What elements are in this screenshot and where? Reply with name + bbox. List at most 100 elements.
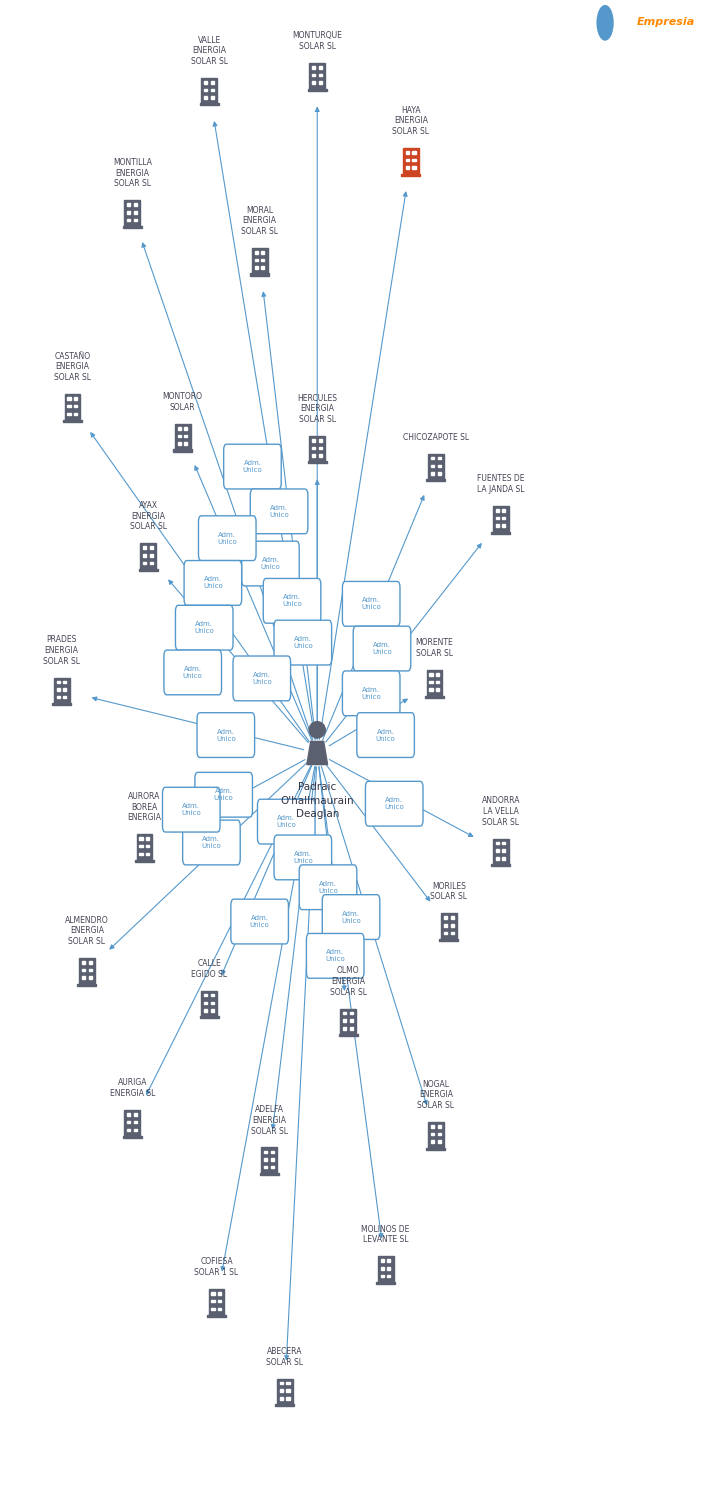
FancyBboxPatch shape — [493, 839, 509, 864]
FancyBboxPatch shape — [242, 542, 299, 586]
FancyBboxPatch shape — [202, 992, 217, 1017]
Text: Adm.
Unico: Adm. Unico — [282, 594, 302, 608]
FancyBboxPatch shape — [491, 864, 510, 865]
FancyBboxPatch shape — [502, 842, 505, 844]
FancyBboxPatch shape — [286, 1382, 290, 1384]
FancyBboxPatch shape — [342, 582, 400, 626]
FancyBboxPatch shape — [211, 96, 214, 99]
FancyBboxPatch shape — [431, 1125, 434, 1128]
FancyBboxPatch shape — [199, 516, 256, 561]
FancyBboxPatch shape — [430, 681, 432, 684]
FancyBboxPatch shape — [502, 509, 505, 512]
FancyBboxPatch shape — [259, 1173, 279, 1174]
Text: AYAX
ENERGIA
SOLAR SL: AYAX ENERGIA SOLAR SL — [130, 501, 167, 531]
Text: CASTAÑO
ENERGIA
SOLAR SL: CASTAÑO ENERGIA SOLAR SL — [54, 351, 91, 382]
FancyBboxPatch shape — [412, 152, 416, 153]
FancyBboxPatch shape — [205, 96, 207, 99]
FancyBboxPatch shape — [431, 465, 434, 466]
FancyBboxPatch shape — [430, 674, 432, 675]
FancyBboxPatch shape — [312, 81, 315, 84]
Text: MORENTE
SOLAR SL: MORENTE SOLAR SL — [416, 639, 454, 658]
FancyBboxPatch shape — [143, 546, 146, 549]
FancyBboxPatch shape — [496, 856, 499, 859]
Text: MONTURQUE
SOLAR SL: MONTURQUE SOLAR SL — [292, 32, 342, 51]
Text: Adm.
Unico: Adm. Unico — [252, 672, 272, 686]
FancyBboxPatch shape — [195, 772, 253, 818]
FancyBboxPatch shape — [306, 933, 364, 978]
FancyBboxPatch shape — [427, 480, 446, 482]
FancyBboxPatch shape — [387, 1275, 390, 1278]
FancyBboxPatch shape — [264, 579, 321, 622]
FancyBboxPatch shape — [82, 976, 85, 980]
FancyBboxPatch shape — [431, 472, 434, 474]
FancyBboxPatch shape — [401, 174, 420, 176]
FancyBboxPatch shape — [496, 525, 499, 526]
FancyBboxPatch shape — [82, 969, 85, 972]
FancyBboxPatch shape — [312, 440, 315, 441]
FancyBboxPatch shape — [440, 939, 459, 940]
FancyBboxPatch shape — [436, 674, 439, 675]
FancyBboxPatch shape — [79, 958, 95, 984]
Text: MONTILLA
ENERGIA
SOLAR SL: MONTILLA ENERGIA SOLAR SL — [113, 158, 151, 189]
FancyBboxPatch shape — [431, 458, 434, 459]
FancyBboxPatch shape — [183, 821, 240, 866]
FancyBboxPatch shape — [387, 1268, 390, 1269]
FancyBboxPatch shape — [412, 166, 416, 170]
FancyBboxPatch shape — [233, 656, 290, 700]
FancyBboxPatch shape — [280, 1396, 283, 1400]
FancyBboxPatch shape — [184, 442, 187, 446]
FancyBboxPatch shape — [173, 450, 192, 452]
FancyBboxPatch shape — [74, 405, 77, 408]
FancyBboxPatch shape — [405, 159, 409, 162]
FancyBboxPatch shape — [349, 1020, 353, 1022]
FancyBboxPatch shape — [150, 554, 153, 556]
FancyBboxPatch shape — [178, 442, 181, 446]
Text: PRADES
ENERGIA
SOLAR SL: PRADES ENERGIA SOLAR SL — [43, 634, 80, 666]
FancyBboxPatch shape — [255, 258, 258, 261]
FancyBboxPatch shape — [264, 1150, 267, 1154]
FancyBboxPatch shape — [312, 447, 315, 448]
FancyBboxPatch shape — [438, 458, 440, 459]
FancyBboxPatch shape — [261, 251, 264, 254]
FancyBboxPatch shape — [140, 844, 143, 847]
FancyBboxPatch shape — [319, 440, 322, 441]
FancyBboxPatch shape — [496, 849, 499, 852]
FancyBboxPatch shape — [349, 1013, 353, 1014]
Text: Adm.
Unico: Adm. Unico — [218, 531, 237, 544]
FancyBboxPatch shape — [280, 1389, 283, 1392]
FancyBboxPatch shape — [137, 834, 152, 860]
Text: MORILES
SOLAR SL: MORILES SOLAR SL — [430, 882, 467, 902]
FancyBboxPatch shape — [319, 454, 322, 458]
FancyBboxPatch shape — [436, 681, 439, 684]
Text: Padraic
O'hallmaurain
Deaglan: Padraic O'hallmaurain Deaglan — [280, 783, 354, 819]
Text: NOGAL
ENERGIA
SOLAR SL: NOGAL ENERGIA SOLAR SL — [417, 1080, 454, 1110]
FancyBboxPatch shape — [146, 844, 149, 847]
FancyBboxPatch shape — [231, 898, 288, 944]
Text: Adm.
Unico: Adm. Unico — [384, 796, 404, 810]
FancyBboxPatch shape — [274, 620, 332, 664]
Text: Adm.
Unico: Adm. Unico — [216, 729, 236, 741]
FancyBboxPatch shape — [255, 267, 258, 268]
Text: CHICOZAPOTE SL: CHICOZAPOTE SL — [403, 433, 469, 442]
FancyBboxPatch shape — [184, 435, 187, 438]
Circle shape — [596, 4, 614, 40]
FancyBboxPatch shape — [134, 1113, 137, 1116]
FancyBboxPatch shape — [211, 1292, 215, 1294]
FancyBboxPatch shape — [89, 962, 92, 963]
FancyBboxPatch shape — [387, 1260, 390, 1262]
FancyBboxPatch shape — [211, 81, 214, 84]
FancyBboxPatch shape — [146, 852, 149, 855]
FancyBboxPatch shape — [381, 1275, 384, 1278]
FancyBboxPatch shape — [319, 74, 322, 76]
FancyBboxPatch shape — [431, 1140, 434, 1143]
FancyBboxPatch shape — [57, 688, 60, 692]
FancyBboxPatch shape — [77, 984, 96, 986]
Ellipse shape — [309, 722, 325, 738]
FancyBboxPatch shape — [63, 420, 82, 422]
FancyBboxPatch shape — [353, 626, 411, 670]
FancyBboxPatch shape — [63, 681, 66, 682]
FancyBboxPatch shape — [205, 81, 207, 84]
FancyBboxPatch shape — [127, 219, 130, 220]
FancyBboxPatch shape — [381, 1260, 384, 1262]
Text: AURIGA
ENERGIA SL: AURIGA ENERGIA SL — [110, 1078, 155, 1098]
